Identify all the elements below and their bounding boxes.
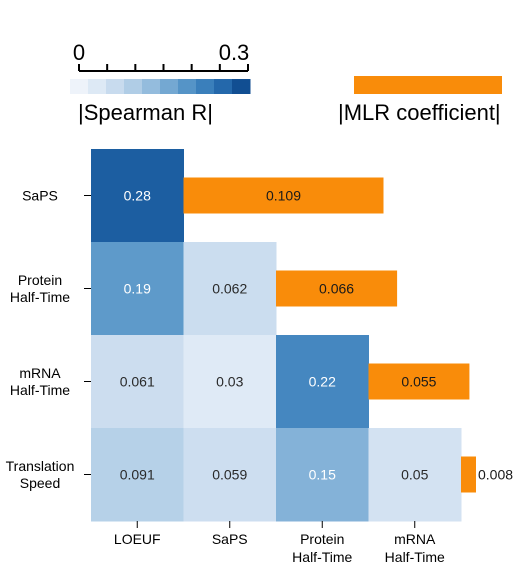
mlr-bar-label: 0.066: [319, 281, 354, 297]
mlr-bar-label: 0.109: [266, 188, 301, 204]
column-label: SaPS: [212, 531, 248, 547]
row-label: SaPS: [22, 188, 58, 204]
mlr-legend: |MLR coefficient|: [338, 76, 502, 125]
row-label: Protein Half-Time: [10, 272, 70, 305]
colorbar-legend: 0 0.3 |Spearman R|: [70, 40, 251, 125]
heatmap-cell: [91, 149, 184, 243]
heatmap-cells: 0.28 0.19 0.062 0.061 0.03 0.22 0.091 0.059 0.15…: [91, 149, 462, 522]
heatmap-cell: [91, 242, 184, 336]
heatmap-cell: [183, 428, 277, 522]
mlr-bar-label: 0.055: [401, 374, 436, 390]
mlr-legend-swatch: [354, 76, 502, 94]
colorbar-swatch: [196, 79, 215, 94]
mlr-bar-label: 0.008: [478, 467, 513, 483]
colorbar-swatch: [70, 79, 89, 94]
colorbar-swatch: [232, 79, 251, 94]
colorbar-swatch: [106, 79, 125, 94]
heatmap-cell-label: 0.05: [401, 467, 428, 483]
column-label: Protein Half-Time: [292, 531, 352, 565]
heatmap-cell: [368, 428, 462, 522]
axis-labels: SaPS Protein Half-Time mRNA Half-Time Transla…: [6, 188, 445, 566]
heatmap-cell-label: 0.15: [309, 467, 336, 483]
colorbar-swatch: [214, 79, 233, 94]
heatmap-cell: [91, 428, 184, 522]
mlr-bar: [368, 363, 470, 400]
heatmap-cell-label: 0.062: [212, 281, 247, 297]
mlr-bar: [461, 456, 476, 493]
row-label: Translation Speed: [6, 458, 75, 491]
column-label: LOEUF: [114, 531, 161, 547]
heatmap-cell-label: 0.061: [120, 374, 155, 390]
mlr-legend-title: |MLR coefficient|: [338, 100, 501, 125]
heatmap-cell: [276, 335, 369, 429]
colorbar-max-label: 0.3: [219, 40, 250, 65]
colorbar-swatch: [124, 79, 143, 94]
heatmap-cell-label: 0.22: [309, 374, 336, 390]
heatmap-cell: [276, 428, 369, 522]
heatmap-cell-label: 0.03: [216, 374, 243, 390]
heatmap-cell: [183, 242, 277, 336]
colorbar-min-label: 0: [73, 40, 85, 65]
colorbar-swatch: [88, 79, 107, 94]
mlr-bars: 0.109 0.066 0.055 0.008: [183, 177, 513, 493]
heatmap-cell-label: 0.059: [212, 467, 247, 483]
column-label: mRNA Half-Time: [385, 531, 445, 565]
heatmap-cell-label: 0.28: [124, 188, 151, 204]
colorbar-swatch: [178, 79, 197, 94]
heatmap-cell: [183, 335, 277, 429]
heatmap-cell: [91, 335, 184, 429]
mlr-bar: [183, 177, 384, 214]
heatmap-cell-label: 0.091: [120, 467, 155, 483]
heatmap-cell-label: 0.19: [124, 281, 151, 297]
mlr-bar: [276, 270, 398, 307]
colorbar-swatch: [160, 79, 179, 94]
row-label: mRNA Half-Time: [10, 365, 70, 398]
colorbar-swatch: [142, 79, 161, 94]
colorbar-title: |Spearman R|: [78, 100, 213, 125]
